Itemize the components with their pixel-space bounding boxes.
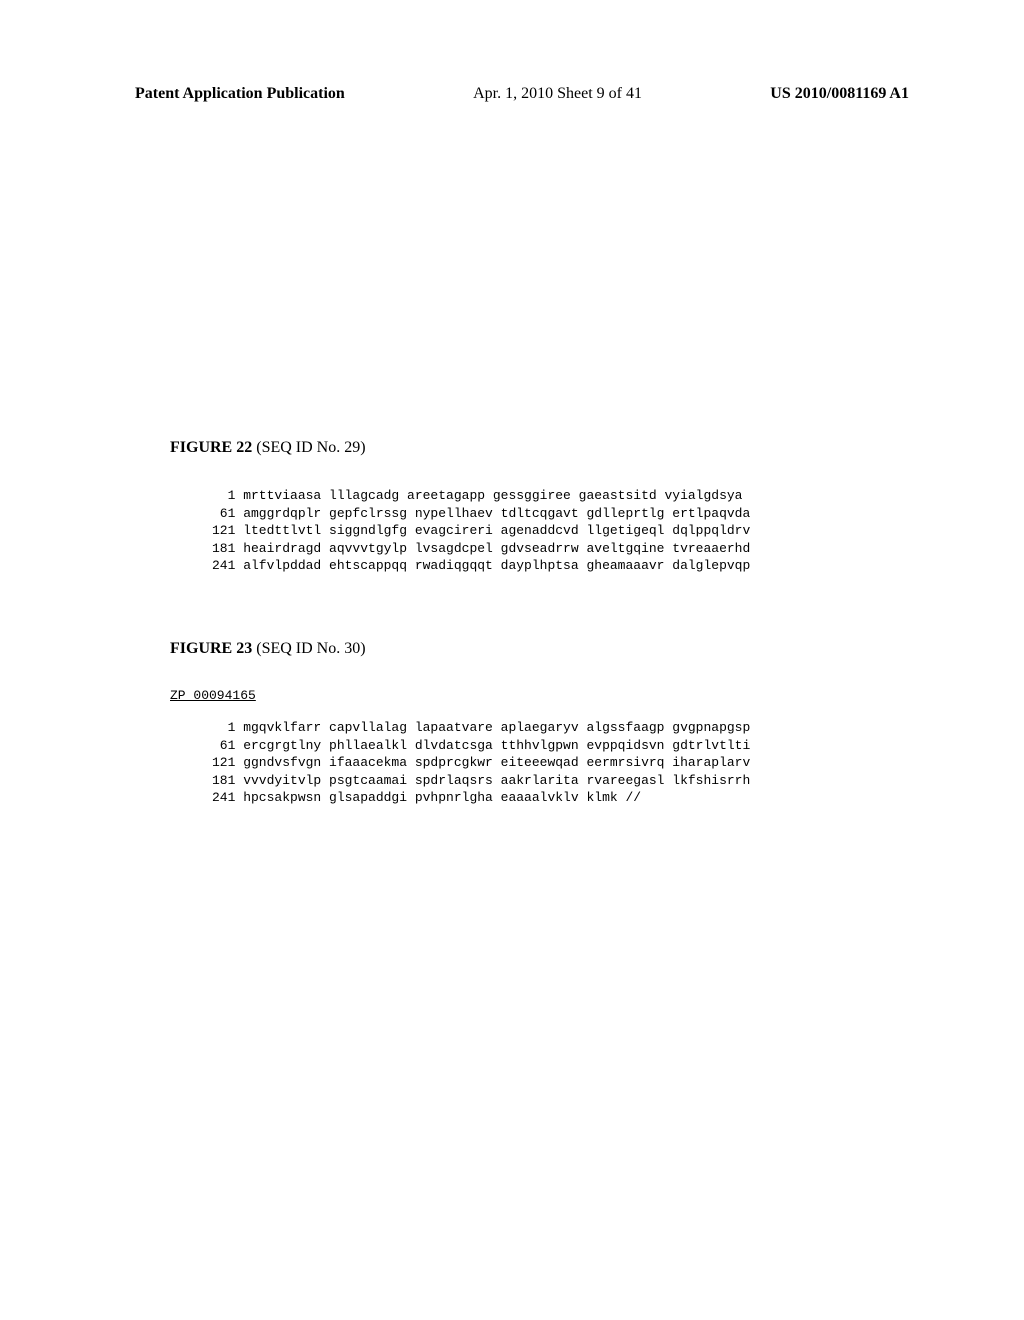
publication-type: Patent Application Publication xyxy=(135,85,345,103)
figure-23-title: FIGURE 23 (SEQ ID No. 30) xyxy=(170,640,750,658)
figure-23-seq-annotation: (SEQ ID No. 30) xyxy=(252,640,365,657)
figure-23-section: FIGURE 23 (SEQ ID No. 30) ZP 00094165 1 … xyxy=(170,640,750,807)
publication-number: US 2010/0081169 A1 xyxy=(770,85,909,103)
date-sheet-info: Apr. 1, 2010 Sheet 9 of 41 xyxy=(473,85,642,103)
figure-22-section: FIGURE 22 (SEQ ID No. 29) 1 mrttviaasa l… xyxy=(170,439,750,575)
figure-23-sequence: 1 mgqvklfarr capvllalag lapaatvare aplae… xyxy=(212,719,750,807)
figure-23-accession: ZP 00094165 xyxy=(170,688,750,703)
figure-22-seq-annotation: (SEQ ID No. 29) xyxy=(252,439,365,456)
page-header: Patent Application Publication Apr. 1, 2… xyxy=(135,85,909,103)
figure-22-title: FIGURE 22 (SEQ ID No. 29) xyxy=(170,439,750,457)
figure-23-label: FIGURE 23 xyxy=(170,640,252,657)
figure-22-sequence: 1 mrttviaasa lllagcadg areetagapp gessgg… xyxy=(212,487,750,575)
figure-22-label: FIGURE 22 xyxy=(170,439,252,456)
